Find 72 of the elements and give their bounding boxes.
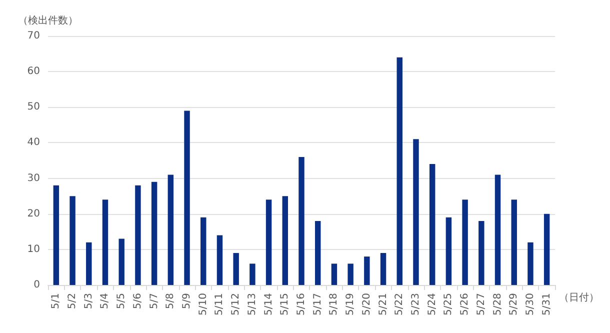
x-tick-label: 5/7 xyxy=(148,293,160,310)
bar xyxy=(266,200,272,285)
x-tick-label: 5/5 xyxy=(116,293,128,310)
y-tick-label: 70 xyxy=(27,30,40,42)
bar xyxy=(314,220,321,285)
bar xyxy=(86,242,92,285)
x-tick-label: 5/3 xyxy=(83,293,94,310)
bar xyxy=(380,252,386,285)
bar xyxy=(216,235,223,285)
bar xyxy=(494,174,501,285)
x-tick-label: 5/20 xyxy=(361,293,372,316)
bar xyxy=(70,196,76,285)
x-tick-label: 5/11 xyxy=(214,293,226,316)
bar xyxy=(331,264,338,285)
x-tick-label: 5/14 xyxy=(263,293,274,316)
x-tick-label: 5/25 xyxy=(443,293,454,316)
y-tick-label: 50 xyxy=(27,102,40,113)
x-tick-label: 5/9 xyxy=(182,293,193,310)
x-tick-label: 5/13 xyxy=(246,293,258,316)
bar xyxy=(233,252,239,285)
y-tick-label: 40 xyxy=(27,137,40,148)
x-tick-label: 5/8 xyxy=(165,293,176,310)
x-tick-label: 5/2 xyxy=(67,293,78,310)
x-axis-title: （日付） xyxy=(559,292,599,304)
x-tick-label: 5/31 xyxy=(541,293,552,316)
bar xyxy=(544,214,550,285)
bar xyxy=(298,156,304,285)
x-tick-label: 5/24 xyxy=(426,293,438,316)
y-axis-title: （検出件数） xyxy=(18,14,78,26)
x-tick-label: 5/29 xyxy=(508,293,520,316)
bar xyxy=(151,182,158,285)
bar xyxy=(528,242,534,285)
x-tick-label: 5/21 xyxy=(378,293,389,316)
x-tick-label: 5/16 xyxy=(296,293,307,316)
x-tick-label: 5/10 xyxy=(198,293,209,316)
bar xyxy=(478,220,484,285)
bar xyxy=(282,196,288,285)
bar xyxy=(53,185,60,285)
x-tick-label: 5/19 xyxy=(345,293,356,316)
x-tick-label: 5/30 xyxy=(524,293,536,316)
x-tick-label: 5/1 xyxy=(50,293,62,310)
bar xyxy=(396,57,402,285)
y-tick-label: 20 xyxy=(27,208,40,220)
x-tick-label: 5/6 xyxy=(132,293,144,310)
bar xyxy=(184,110,190,285)
x-tick-label: 5/4 xyxy=(100,293,111,310)
bar xyxy=(118,238,124,285)
y-tick-label: 60 xyxy=(27,66,40,78)
x-tick-label: 5/15 xyxy=(280,293,291,316)
bar xyxy=(250,264,256,285)
x-tick-label: 5/12 xyxy=(230,293,242,316)
x-tick-label: 5/28 xyxy=(492,293,504,316)
x-tick-label: 5/17 xyxy=(312,293,324,316)
x-tick-label: 5/27 xyxy=(476,293,487,316)
bar xyxy=(462,200,468,285)
x-tick-label: 5/22 xyxy=(394,293,406,316)
y-tick-label: 30 xyxy=(27,172,40,184)
x-tick-label: 5/26 xyxy=(460,293,471,316)
y-tick-label: 0 xyxy=(34,280,40,290)
bar xyxy=(200,217,206,285)
bar xyxy=(446,217,452,285)
bar xyxy=(168,174,174,285)
bar xyxy=(364,256,370,285)
bar xyxy=(413,139,419,285)
x-tick-label: 5/23 xyxy=(410,293,422,316)
bar xyxy=(135,185,141,285)
bar xyxy=(102,200,108,285)
bar xyxy=(511,200,517,285)
x-tick-label: 5/18 xyxy=(328,293,340,316)
y-tick-label: 10 xyxy=(27,244,40,255)
bar xyxy=(429,164,436,285)
bar xyxy=(348,264,354,285)
